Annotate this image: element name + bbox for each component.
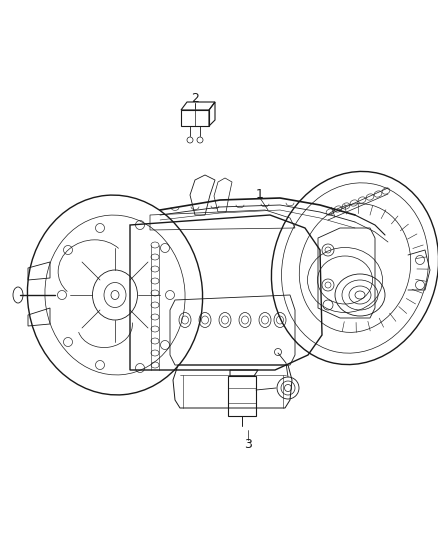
Text: 3: 3 [244, 439, 252, 451]
Text: 2: 2 [191, 92, 199, 104]
Text: 1: 1 [256, 189, 264, 201]
